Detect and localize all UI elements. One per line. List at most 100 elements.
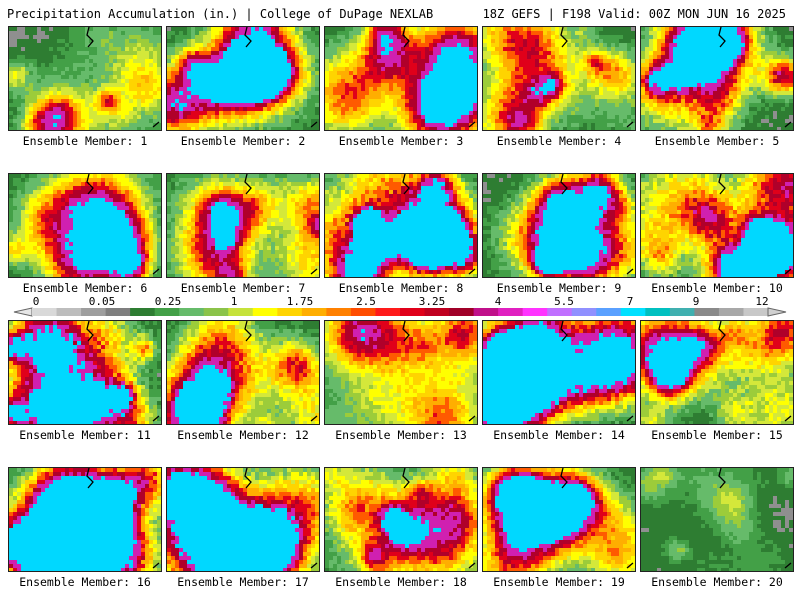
colorbar-segment <box>449 308 475 316</box>
ensemble-member-label: Ensemble Member: 12 <box>177 428 309 442</box>
precipitation-field-map <box>325 468 477 571</box>
colorbar-segment <box>154 308 180 316</box>
colorbar-tick-label: 0.25 <box>155 296 182 308</box>
precipitation-field-map <box>9 468 161 571</box>
coastline-outline <box>560 321 634 422</box>
ensemble-map-panel <box>482 173 636 278</box>
ensemble-member-label: Ensemble Member: 17 <box>177 575 309 589</box>
precipitation-field-map <box>483 468 635 571</box>
colorbar-segment <box>105 308 131 316</box>
colorbar-segment <box>473 308 499 316</box>
precipitation-colorbar: 0 0.05 0.25 1 1.75 2.5 3.25 4 5.5 7 9 12 <box>13 296 787 317</box>
ensemble-member-label: Ensemble Member: 5 <box>654 134 780 148</box>
coastline-outline <box>718 321 792 422</box>
coastline-outline <box>718 27 792 128</box>
coastline-outline <box>244 174 318 275</box>
colorbar-segment <box>596 308 622 316</box>
ensemble-member-label: Ensemble Member: 16 <box>19 575 151 589</box>
colorbar-segment <box>522 308 548 316</box>
colorbar-segment <box>130 308 156 316</box>
ensemble-member-label: Ensemble Member: 14 <box>493 428 625 442</box>
ensemble-map-panel <box>482 26 636 131</box>
colorbar-segment <box>424 308 450 316</box>
precipitation-field-map <box>167 27 319 130</box>
coastline-outline <box>402 321 476 422</box>
colorbar-segment <box>81 308 107 316</box>
ensemble-map-panel <box>166 320 320 425</box>
precipitation-field-map <box>641 468 793 571</box>
colorbar-segment <box>203 308 229 316</box>
coastline-outline <box>560 468 634 569</box>
colorbar-tick-label: 5.5 <box>554 296 574 308</box>
colorbar-min-arrow <box>13 307 33 317</box>
colorbar-segment <box>718 308 744 316</box>
precipitation-field-map <box>167 321 319 424</box>
ensemble-member-label: Ensemble Member: 15 <box>651 428 783 442</box>
ensemble-member-label: Ensemble Member: 19 <box>493 575 625 589</box>
ensemble-map-panel <box>8 173 162 278</box>
ensemble-map-panel <box>324 467 478 572</box>
precipitation-field-map <box>641 27 793 130</box>
colorbar-segment <box>228 308 254 316</box>
colorbar-segment <box>498 308 524 316</box>
coastline-outline <box>560 174 634 275</box>
colorbar-segment <box>301 308 327 316</box>
colorbar-segment <box>669 308 695 316</box>
colorbar-segment <box>56 308 82 316</box>
colorbar-segment <box>645 308 671 316</box>
colorbar-segment <box>620 308 646 316</box>
precipitation-field-map <box>483 27 635 130</box>
coastline-outline <box>560 27 634 128</box>
colorbar-tick-label: 1 <box>231 296 238 308</box>
ensemble-member-label: Ensemble Member: 11 <box>19 428 151 442</box>
ensemble-map-panel <box>8 26 162 131</box>
colorbar-segment <box>694 308 720 316</box>
coastline-outline <box>244 321 318 422</box>
precipitation-field-map <box>9 27 161 130</box>
coastline-outline <box>244 27 318 128</box>
coastline-outline <box>718 468 792 569</box>
ensemble-member-label: Ensemble Member: 8 <box>338 281 464 295</box>
ensemble-map-panel <box>8 320 162 425</box>
ensemble-map-panel <box>482 320 636 425</box>
ensemble-member-label: Ensemble Member: 7 <box>180 281 306 295</box>
ensemble-member-label: Ensemble Member: 4 <box>496 134 622 148</box>
colorbar-segment <box>32 308 58 316</box>
colorbar-segment <box>743 308 769 316</box>
colorbar-segment <box>400 308 426 316</box>
coastline-outline <box>86 321 160 422</box>
colorbar-max-arrow <box>767 307 787 317</box>
precipitation-field-map <box>9 174 161 277</box>
ensemble-member-label: Ensemble Member: 1 <box>22 134 148 148</box>
ensemble-map-panel <box>166 173 320 278</box>
colorbar-segment <box>547 308 573 316</box>
ensemble-map-panel <box>640 173 794 278</box>
colorbar-tick-label: 1.75 <box>287 296 314 308</box>
colorbar-tick-label: 4 <box>495 296 502 308</box>
precipitation-field-map <box>325 27 477 130</box>
colorbar-tick-label: 0.05 <box>89 296 116 308</box>
ensemble-map-panel <box>324 173 478 278</box>
colorbar-segment <box>179 308 205 316</box>
precipitation-field-map <box>325 174 477 277</box>
ensemble-map-panel <box>324 320 478 425</box>
colorbar-segment <box>326 308 352 316</box>
precipitation-field-map <box>483 174 635 277</box>
colorbar-tick-label: 9 <box>693 296 700 308</box>
colorbar-segment <box>571 308 597 316</box>
coastline-outline <box>402 468 476 569</box>
ensemble-map-panel <box>482 467 636 572</box>
ensemble-member-label: Ensemble Member: 6 <box>22 281 148 295</box>
colorbar-segment <box>277 308 303 316</box>
colorbar-tick-label: 2.5 <box>356 296 376 308</box>
ensemble-map-panel <box>8 467 162 572</box>
ensemble-map-panel <box>166 467 320 572</box>
precipitation-field-map <box>9 321 161 424</box>
ensemble-member-label: Ensemble Member: 9 <box>496 281 622 295</box>
coastline-outline <box>402 27 476 128</box>
ensemble-member-label: Ensemble Member: 20 <box>651 575 783 589</box>
colorbar-segment <box>375 308 401 316</box>
precipitation-field-map <box>641 174 793 277</box>
precipitation-field-map <box>483 321 635 424</box>
ensemble-member-label: Ensemble Member: 3 <box>338 134 464 148</box>
